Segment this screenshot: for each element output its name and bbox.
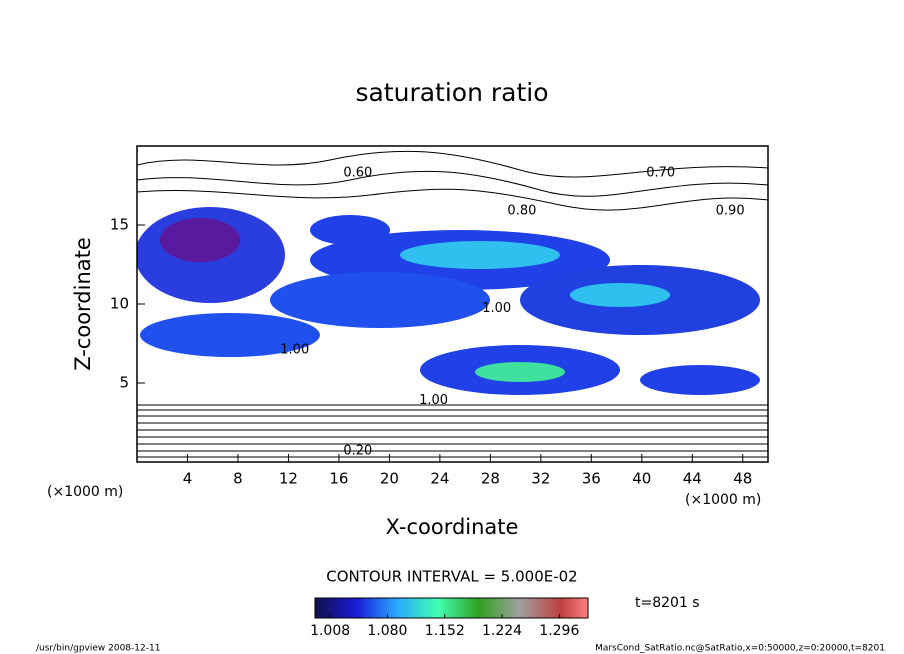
contour-label: 0.80	[507, 203, 536, 218]
x-tick-label: 8	[233, 470, 243, 488]
contour-label: 1.00	[419, 393, 448, 408]
x-tick-label: 16	[329, 470, 348, 488]
x-tick-label: 48	[733, 470, 752, 488]
chart-title: saturation ratio	[355, 78, 548, 107]
y-tick-label: 5	[119, 374, 129, 392]
x-tick-label: 20	[380, 470, 399, 488]
field	[137, 150, 768, 458]
x-unit: (×1000 m)	[685, 492, 761, 508]
colorbar	[314, 597, 589, 619]
colorbar-tick-label: 1.080	[367, 623, 407, 639]
colorbar-tick-label: 1.152	[425, 623, 465, 639]
x-unit: (×1000 m)	[47, 484, 123, 500]
stratified-contours	[137, 404, 768, 458]
contour-interval: CONTOUR INTERVAL = 5.000E-02	[326, 568, 577, 586]
y-tick-label: 15	[110, 216, 129, 234]
colorbar-tick-label: 1.296	[539, 623, 579, 639]
footer-left: /usr/bin/gpview 2008-12-11	[36, 644, 160, 654]
colorbar-tick-label: 1.224	[482, 623, 522, 639]
y-tick-label: 10	[110, 295, 129, 313]
contour-label: 0.90	[716, 203, 745, 218]
x-tick-label: 32	[531, 470, 550, 488]
contour-label: 0.20	[343, 443, 372, 458]
contour-label: 0.70	[646, 165, 675, 180]
x-tick-label: 44	[683, 470, 702, 488]
colorbar-tick-label: 1.008	[310, 623, 350, 639]
x-tick-label: 40	[632, 470, 651, 488]
time-label: t=8201 s	[635, 595, 700, 611]
x-tick-label: 36	[582, 470, 601, 488]
footer-right: MarsCond_SatRatio.nc@SatRatio,x=0:50000,…	[595, 644, 885, 654]
contour-label: 1.00	[482, 301, 511, 316]
contour-label: 1.00	[280, 342, 309, 357]
x-tick-label: 28	[481, 470, 500, 488]
contour-label: 0.60	[343, 165, 372, 180]
x-tick-label: 4	[183, 470, 193, 488]
saturated-regions	[137, 207, 760, 395]
x-axis-label: X-coordinate	[386, 515, 519, 539]
y-axis-label: Z-coordinate	[71, 237, 95, 371]
x-tick-label: 12	[279, 470, 298, 488]
contours	[137, 150, 768, 211]
x-tick-label: 24	[430, 470, 449, 488]
